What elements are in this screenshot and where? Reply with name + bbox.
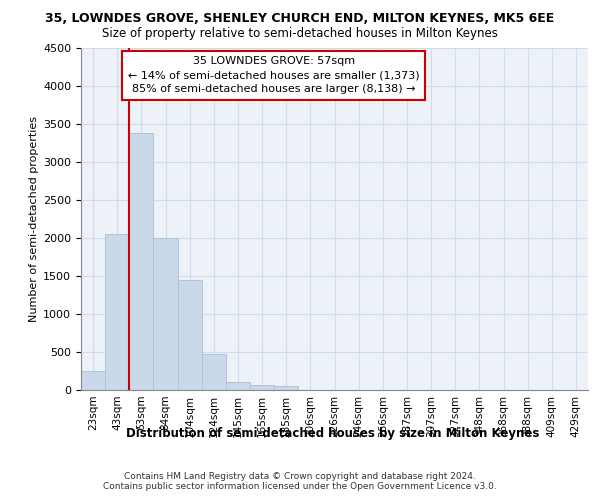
Bar xyxy=(274,386,298,390)
Bar xyxy=(129,132,154,390)
Bar xyxy=(154,238,178,390)
Bar xyxy=(105,234,129,390)
Text: 35 LOWNDES GROVE: 57sqm
← 14% of semi-detached houses are smaller (1,373)
85% of: 35 LOWNDES GROVE: 57sqm ← 14% of semi-de… xyxy=(128,56,419,94)
Bar xyxy=(226,382,250,390)
Bar xyxy=(202,354,226,390)
Y-axis label: Number of semi-detached properties: Number of semi-detached properties xyxy=(29,116,39,322)
Text: Contains public sector information licensed under the Open Government Licence v3: Contains public sector information licen… xyxy=(103,482,497,491)
Bar xyxy=(250,386,274,390)
Bar xyxy=(178,280,202,390)
Bar xyxy=(81,371,105,390)
Text: 35, LOWNDES GROVE, SHENLEY CHURCH END, MILTON KEYNES, MK5 6EE: 35, LOWNDES GROVE, SHENLEY CHURCH END, M… xyxy=(46,12,554,26)
Text: Distribution of semi-detached houses by size in Milton Keynes: Distribution of semi-detached houses by … xyxy=(127,428,539,440)
Text: Size of property relative to semi-detached houses in Milton Keynes: Size of property relative to semi-detach… xyxy=(102,28,498,40)
Text: Contains HM Land Registry data © Crown copyright and database right 2024.: Contains HM Land Registry data © Crown c… xyxy=(124,472,476,481)
